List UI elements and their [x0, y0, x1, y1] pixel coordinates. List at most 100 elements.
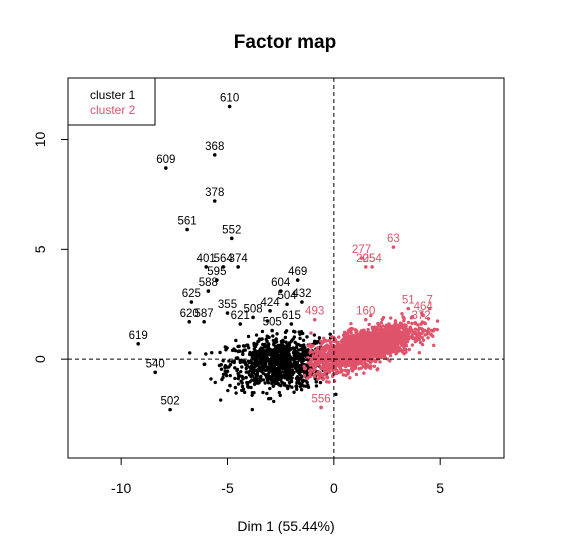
scatter-point [393, 347, 397, 352]
scatter-point [268, 363, 272, 367]
scatter-point [375, 351, 379, 355]
scatter-point [255, 373, 260, 377]
scatter-point [295, 342, 299, 346]
scatter-point [261, 363, 265, 368]
scatter-point [409, 316, 414, 320]
scatter-point [295, 369, 299, 373]
scatter-point [221, 359, 225, 363]
scatter-point [366, 327, 370, 332]
scatter-point [257, 350, 261, 354]
scatter-point [253, 353, 257, 357]
scatter-point [309, 331, 313, 335]
scatter-point [242, 390, 247, 395]
point-label: 355 [218, 299, 237, 311]
scatter-point [407, 347, 412, 352]
scatter-point [368, 347, 372, 352]
scatter-point [273, 347, 277, 351]
scatter-point [244, 366, 249, 371]
scatter-point [265, 391, 269, 396]
scatter-point [189, 300, 194, 304]
point-label: 493 [305, 306, 324, 318]
scatter-point [261, 342, 265, 347]
scatter-point [393, 322, 397, 327]
point-label: 595 [207, 266, 226, 278]
scatter-point [363, 317, 368, 322]
scatter-point [271, 334, 275, 338]
point-label: 160 [356, 306, 375, 318]
scatter-point [292, 359, 297, 363]
scatter-point [243, 361, 248, 366]
scatter-point [366, 343, 370, 347]
scatter-point [286, 376, 290, 380]
scatter-point [388, 333, 393, 337]
scatter-point [266, 397, 271, 401]
scatter-point [364, 333, 369, 338]
scatter-point [275, 355, 280, 360]
scatter-point [413, 327, 418, 331]
scatter-point [404, 344, 409, 348]
scatter-point [316, 370, 321, 374]
scatter-point [401, 326, 405, 330]
scatter-point [386, 323, 391, 327]
scatter-point [233, 366, 237, 370]
scatter-point [386, 342, 390, 346]
scatter-point [308, 363, 313, 367]
scatter-point [263, 373, 268, 377]
scatter-point [429, 333, 433, 337]
scatter-point [278, 376, 282, 381]
scatter-point [301, 331, 305, 336]
scatter-point [385, 350, 389, 354]
scatter-point [235, 367, 240, 372]
scatter-point [399, 342, 404, 346]
scatter-point [380, 317, 384, 322]
scatter-point [265, 334, 269, 338]
scatter-point [233, 385, 238, 390]
scatter-point [286, 363, 290, 367]
scatter-point [346, 343, 351, 347]
point-label: 205 [356, 253, 375, 265]
scatter-point [202, 362, 206, 367]
scatter-point [341, 337, 346, 342]
scatter-point [267, 360, 272, 364]
scatter-point [346, 368, 351, 373]
scatter-point [390, 328, 394, 332]
scatter-point [325, 376, 329, 380]
scatter-point [255, 342, 259, 346]
scatter-point [262, 345, 267, 349]
point-label: 552 [222, 224, 241, 236]
scatter-point [384, 331, 388, 335]
point-label: 540 [146, 358, 165, 370]
scatter-point [325, 343, 329, 347]
scatter-point [351, 355, 356, 359]
scatter-point [206, 289, 211, 293]
scatter-point [258, 359, 263, 363]
scatter-point [250, 371, 254, 375]
x-tick-label: 5 [436, 480, 444, 496]
scatter-point [234, 338, 238, 343]
scatter-point [259, 378, 263, 382]
scatter-point [349, 367, 354, 371]
scatter-point [290, 376, 294, 380]
scatter-point [372, 364, 377, 368]
scatter-point [236, 265, 240, 269]
scatter-point [300, 300, 304, 304]
scatter-point [317, 373, 321, 378]
scatter-point [273, 351, 277, 355]
scatter-point [367, 334, 371, 339]
scatter-point [287, 380, 292, 385]
scatter-point [277, 369, 281, 373]
scatter-point [269, 375, 273, 379]
scatter-point [422, 321, 427, 325]
scatter-point [225, 311, 230, 315]
scatter-point [326, 347, 331, 351]
scatter-point [274, 378, 278, 383]
x-tick-label: -10 [111, 480, 131, 496]
scatter-point [389, 340, 393, 344]
scatter-point [223, 369, 227, 373]
scatter-point [342, 330, 347, 335]
scatter-point [289, 322, 294, 326]
scatter-point [304, 384, 308, 388]
scatter-point [337, 335, 341, 339]
point-label: 277 [352, 244, 371, 256]
